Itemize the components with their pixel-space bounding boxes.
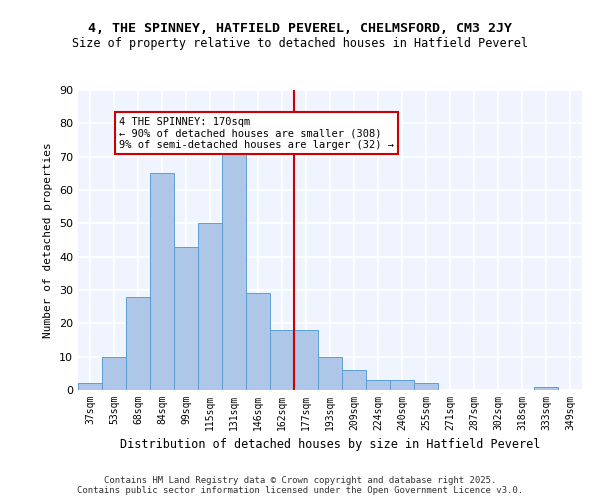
Bar <box>222 154 246 390</box>
Bar <box>78 384 102 390</box>
Bar <box>534 386 558 390</box>
Text: 4 THE SPINNEY: 170sqm
← 90% of detached houses are smaller (308)
9% of semi-deta: 4 THE SPINNEY: 170sqm ← 90% of detached … <box>119 116 394 150</box>
Bar <box>198 224 222 390</box>
Bar <box>174 246 198 390</box>
Bar <box>318 356 342 390</box>
Text: 4, THE SPINNEY, HATFIELD PEVEREL, CHELMSFORD, CM3 2JY: 4, THE SPINNEY, HATFIELD PEVEREL, CHELMS… <box>88 22 512 36</box>
Bar <box>342 370 366 390</box>
Bar <box>294 330 318 390</box>
Bar <box>390 380 414 390</box>
Text: Size of property relative to detached houses in Hatfield Peverel: Size of property relative to detached ho… <box>72 38 528 51</box>
Text: Contains HM Land Registry data © Crown copyright and database right 2025.
Contai: Contains HM Land Registry data © Crown c… <box>77 476 523 495</box>
Bar <box>126 296 150 390</box>
Bar <box>246 294 270 390</box>
Bar <box>414 384 438 390</box>
Bar <box>102 356 126 390</box>
Bar <box>366 380 390 390</box>
Bar <box>150 174 174 390</box>
X-axis label: Distribution of detached houses by size in Hatfield Peverel: Distribution of detached houses by size … <box>120 438 540 452</box>
Y-axis label: Number of detached properties: Number of detached properties <box>43 142 53 338</box>
Bar <box>270 330 294 390</box>
